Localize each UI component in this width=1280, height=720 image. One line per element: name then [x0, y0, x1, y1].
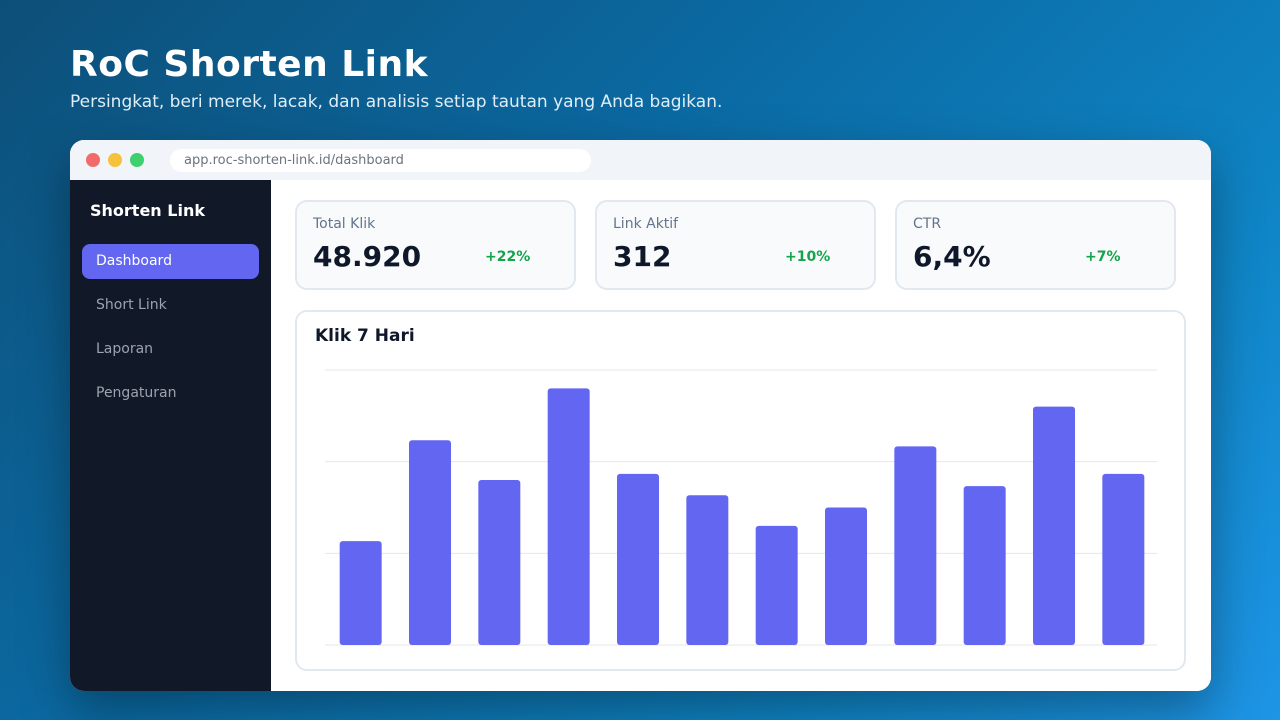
chart-bar[interactable]	[1033, 406, 1075, 645]
maximize-window-dot[interactable]	[130, 153, 144, 167]
chart-bar[interactable]	[1102, 473, 1145, 645]
chart-bar[interactable]	[547, 388, 590, 645]
chart-bar[interactable]	[339, 541, 382, 645]
chart-card: Klik 7 Hari	[295, 310, 1186, 671]
chart-bar[interactable]	[617, 473, 659, 645]
stat-card-total-klik: Total Klik 48.920 +22%	[295, 200, 576, 290]
address-bar[interactable]: app.roc-shorten-link.id/dashboard	[170, 149, 591, 172]
sidebar: Shorten Link Dashboard Short Link Lapora…	[70, 180, 271, 691]
chart-bar[interactable]	[409, 440, 451, 645]
stat-value: 6,4%	[913, 240, 991, 273]
chart-bar[interactable]	[963, 486, 1006, 645]
page-title: RoC Shorten Link	[70, 44, 429, 85]
stat-value: 48.920	[313, 240, 422, 273]
stat-delta: +7%	[1085, 249, 1121, 265]
browser-titlebar: app.roc-shorten-link.id/dashboard	[70, 140, 1211, 180]
sidebar-item-short-link[interactable]: Short Link	[96, 297, 167, 313]
sidebar-brand: Shorten Link	[90, 201, 205, 220]
bar-chart	[325, 369, 1157, 646]
stat-label: Link Aktif	[613, 216, 679, 232]
page-subtitle: Persingkat, beri merek, lacak, dan anali…	[70, 92, 723, 112]
chart-bar[interactable]	[686, 495, 729, 645]
stat-value: 312	[613, 240, 672, 273]
stat-label: Total Klik	[313, 216, 376, 232]
chart-bar[interactable]	[894, 446, 937, 645]
chart-bar[interactable]	[478, 480, 521, 645]
close-window-dot[interactable]	[86, 153, 100, 167]
stat-card-ctr: CTR 6,4% +7%	[895, 200, 1176, 290]
main-content: Total Klik 48.920 +22% Link Aktif 312 +1…	[271, 180, 1211, 691]
stat-label: CTR	[913, 216, 942, 232]
chart-bar[interactable]	[825, 507, 867, 646]
sidebar-item-dashboard[interactable]: Dashboard	[82, 244, 259, 279]
minimize-window-dot[interactable]	[108, 153, 122, 167]
sidebar-item-laporan[interactable]: Laporan	[96, 341, 154, 357]
stat-card-link-aktif: Link Aktif 312 +10%	[595, 200, 876, 290]
stat-delta: +10%	[785, 249, 831, 265]
chart-bar[interactable]	[755, 525, 798, 645]
sidebar-item-pengaturan[interactable]: Pengaturan	[96, 385, 177, 401]
app-window: app.roc-shorten-link.id/dashboard Shorte…	[70, 140, 1211, 691]
chart-title: Klik 7 Hari	[315, 326, 415, 346]
stat-delta: +22%	[485, 249, 531, 265]
